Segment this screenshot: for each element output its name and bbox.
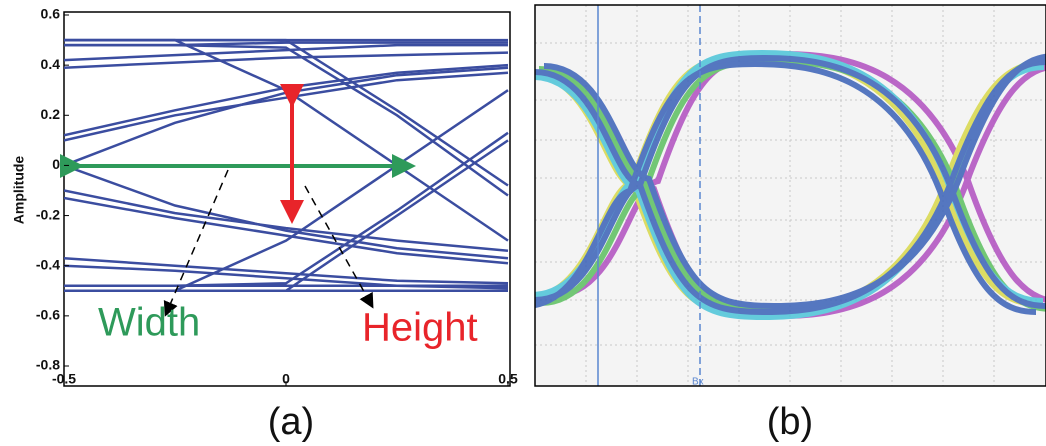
figure: Amplitude Width Height: [0, 0, 1046, 446]
height-label: Height: [362, 306, 478, 350]
y-tick-label: -0.6: [36, 307, 60, 323]
y-tick-label: 0.2: [41, 106, 61, 122]
y-tick-label: 0.4: [41, 56, 61, 72]
width-label: Width: [98, 301, 200, 345]
caption: (b): [767, 401, 813, 443]
x-tick-label: -0.5: [52, 371, 76, 387]
scope-panel: Bx: [525, 5, 1046, 388]
x-tick-label: 0: [282, 371, 290, 387]
y-tick-label: 0.6: [41, 6, 61, 22]
y-tick-label: -0.2: [36, 206, 60, 222]
y-axis-label: Amplitude: [11, 156, 27, 225]
y-tick-label: 0: [52, 156, 60, 172]
x-tick-label: 0.5: [498, 371, 518, 387]
y-tick-label: -0.4: [36, 256, 60, 272]
caption: (a): [268, 401, 314, 443]
